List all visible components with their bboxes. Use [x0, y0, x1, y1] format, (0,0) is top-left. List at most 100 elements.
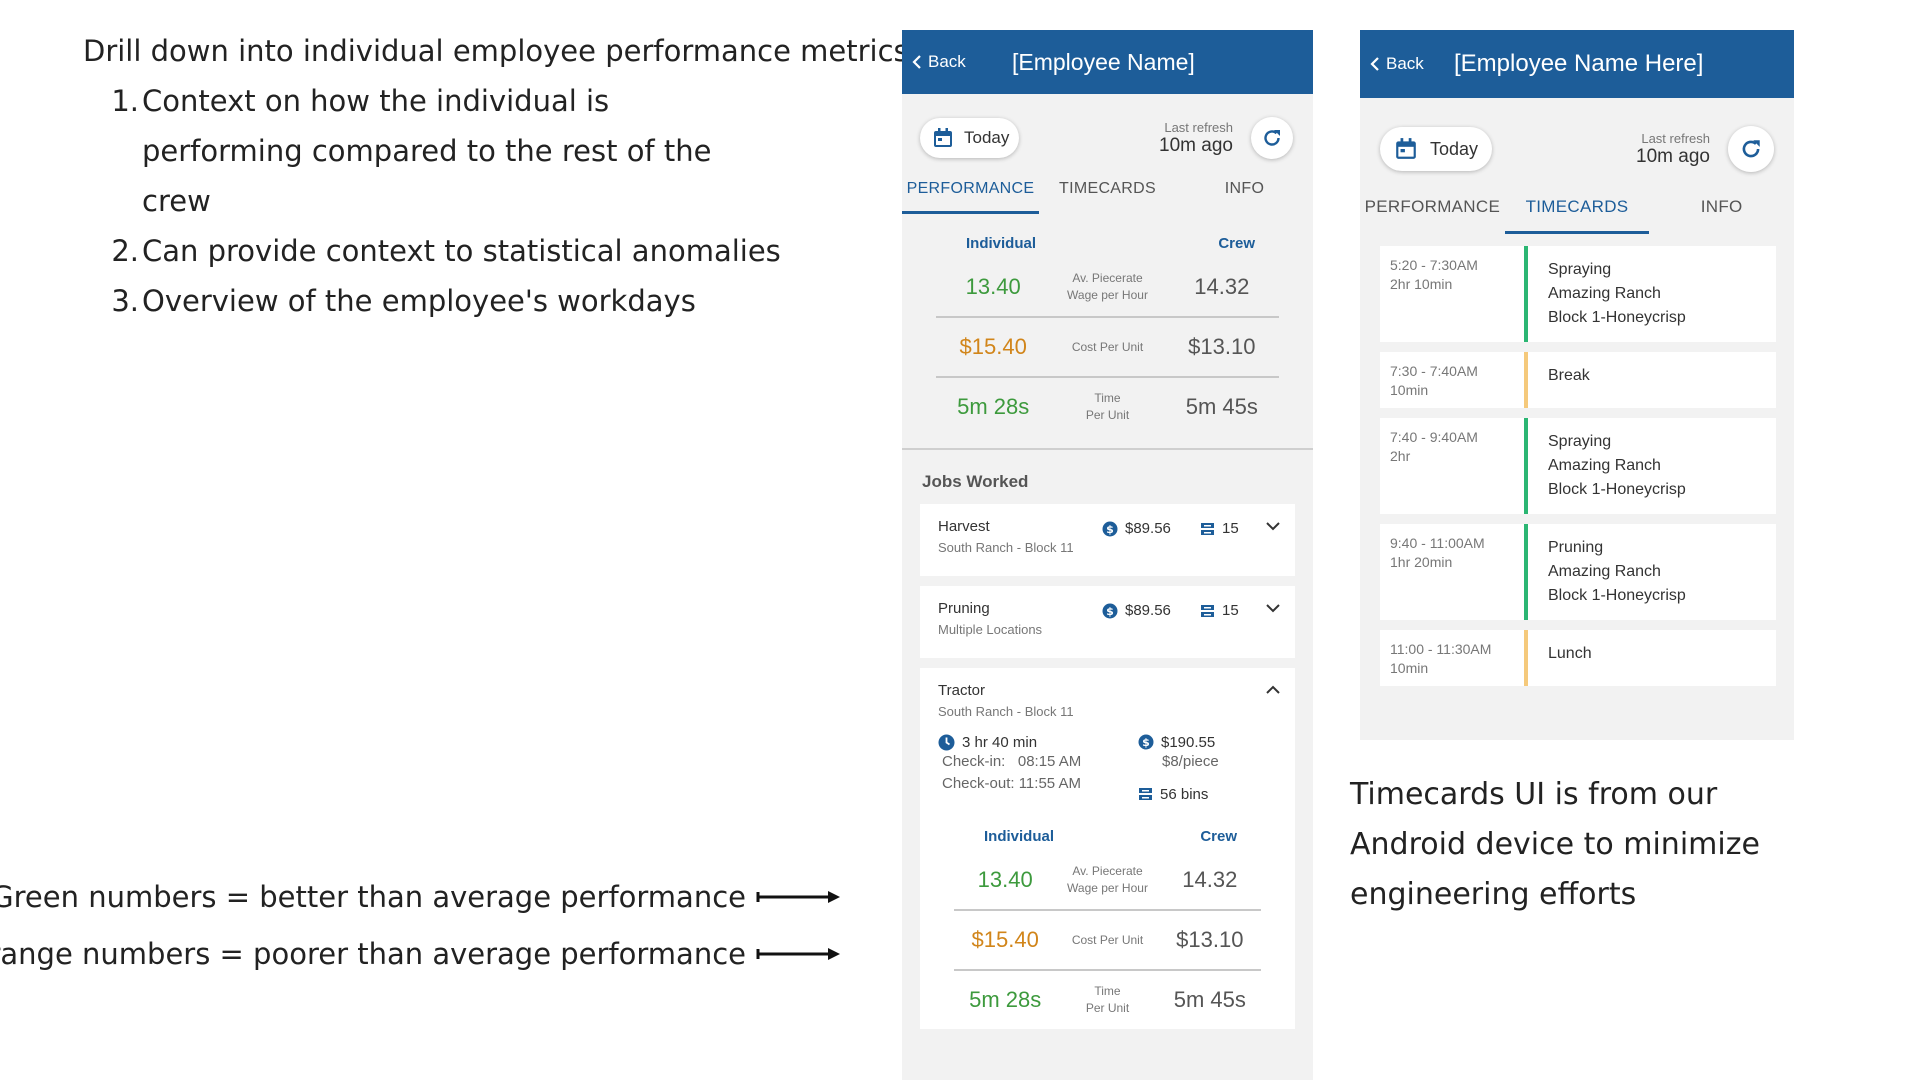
app-bar: Back [Employee Name] — [902, 30, 1313, 94]
timecard-entry[interactable]: 7:30 - 7:40AM 10min Break — [1380, 352, 1776, 408]
timecard-range: 5:20 - 7:30AM — [1390, 257, 1478, 273]
metric-label: Av. Piecerate Wage per Hour — [1056, 863, 1158, 897]
clock-icon — [938, 734, 955, 750]
tab-performance[interactable]: PERFORMANCE — [1364, 197, 1501, 216]
job-pay: $ $190.55 — [1138, 731, 1277, 753]
back-label: Back — [928, 52, 966, 71]
job-location: South Ranch - Block 11 — [938, 540, 1074, 555]
metric-label-line: Time — [1094, 984, 1121, 998]
timecard-ranch: Amazing Ranch — [1548, 457, 1661, 474]
metric-label-line: Time — [1094, 391, 1121, 405]
timecard-entry[interactable]: 9:40 - 11:00AM 1hr 20min Pruning Amazing R… — [1380, 524, 1776, 620]
timecard-range: 7:30 - 7:40AM — [1390, 363, 1478, 379]
timecard-activity: Spraying — [1548, 433, 1612, 450]
timecard-details: Spraying Amazing Ranch Block 1-Honeycrisp — [1528, 246, 1686, 342]
timecard-entry[interactable]: 7:40 - 9:40AM 2hr Spraying Amazing Ranch Bl… — [1380, 418, 1776, 514]
job-location: South Ranch - Block 11 — [938, 704, 1074, 719]
timecard-duration: 1hr 20min — [1390, 554, 1453, 570]
job-pay-value: $190.55 — [1161, 733, 1216, 751]
refresh-button[interactable] — [1728, 126, 1774, 172]
job-bins-value: 15 — [1222, 520, 1239, 537]
timecard-details: Pruning Amazing Ranch Block 1-Honeycrisp — [1528, 524, 1686, 620]
bin-icon — [1201, 604, 1214, 617]
check-in-time: Check-in: 08:15 AM — [942, 753, 1082, 770]
legend-green: Green numbers = better than average perf… — [0, 880, 842, 914]
job-pay: $ $89.56 — [1102, 602, 1171, 619]
job-card-pruning[interactable]: Pruning Multiple Locations $ $89.56 15 — [920, 586, 1295, 658]
date-filter-label: Today — [964, 128, 1010, 147]
legend-green-text: Green numbers = better than average perf… — [0, 880, 746, 914]
date-filter-chip[interactable]: Today — [1380, 127, 1493, 171]
job-duration-value: 3 hr 40 min — [962, 733, 1038, 751]
metric-label: Av. Piecerate Wage per Hour — [1050, 270, 1164, 304]
metric-row: 13.40 Av. Piecerate Wage per Hour 14.32 — [954, 851, 1261, 911]
svg-text:$: $ — [1106, 605, 1114, 618]
job-card-harvest[interactable]: Harvest South Ranch - Block 11 $ $89.56 … — [920, 504, 1295, 576]
refresh-button[interactable] — [1251, 117, 1293, 159]
metric-row: 5m 28s Time Per Unit 5m 45s — [936, 378, 1279, 436]
crew-value: $13.10 — [1188, 334, 1256, 359]
crew-header: Crew — [1218, 234, 1255, 252]
back-button[interactable]: Back — [912, 52, 1012, 72]
timecard-entry[interactable]: 5:20 - 7:30AM 2hr 10min Spraying Amazing R… — [1380, 246, 1776, 342]
individual-value: 13.40 — [977, 867, 1033, 892]
intro-point-text: Overview of the employee's workdays — [142, 284, 696, 318]
timecard-duration: 2hr — [1390, 448, 1411, 464]
chevron-down-icon[interactable] — [1265, 602, 1281, 614]
job-bins: 15 — [1200, 602, 1239, 619]
timecard-entry[interactable]: 11:00 - 11:30AM 10min Lunch — [1380, 630, 1776, 686]
date-refresh-bar: Today Last refresh 10m ago — [902, 94, 1313, 164]
refresh-label: Last refresh — [1164, 119, 1233, 135]
intro-point-number: 2. — [111, 234, 139, 268]
break-indicator — [1524, 352, 1528, 408]
timecard-ranch: Amazing Ranch — [1548, 563, 1661, 580]
chevron-down-icon[interactable] — [1265, 520, 1281, 532]
metric-row: $15.40 Cost Per Unit $13.10 — [954, 911, 1261, 971]
dollar-icon: $ — [1102, 521, 1118, 536]
timecard-list: 5:20 - 7:30AM 2hr 10min Spraying Amazing R… — [1360, 234, 1794, 686]
timecard-time: 7:40 - 9:40AM 2hr — [1380, 418, 1524, 514]
intro-title: Drill down into individual employee perf… — [83, 34, 909, 68]
tab-timecards[interactable]: TIMECARDS — [1504, 184, 1650, 234]
refresh-time: 10m ago — [1159, 134, 1233, 156]
refresh-info: Last refresh 10m ago — [1636, 131, 1710, 168]
individual-value: 5m 28s — [969, 987, 1042, 1012]
chevron-up-icon[interactable] — [1265, 684, 1281, 696]
tab-info[interactable]: INFO — [1700, 197, 1743, 216]
job-time-details: 3 hr 40 min Check-in: 08:15 AM Check-out… — [938, 731, 1138, 805]
date-filter-chip[interactable]: Today — [920, 118, 1020, 158]
work-indicator — [1524, 418, 1528, 514]
intro-list: 1. Context on how the individual is perf… — [83, 76, 909, 326]
job-pay-value: $89.56 — [1125, 602, 1171, 619]
metric-label: Time Per Unit — [1056, 983, 1158, 1017]
tab-timecards[interactable]: TIMECARDS — [1059, 180, 1156, 197]
metric-label-line: Wage per Hour — [1067, 881, 1148, 895]
svg-text:$: $ — [1106, 523, 1114, 536]
timecard-block: Block 1-Honeycrisp — [1548, 481, 1686, 498]
back-button[interactable]: Back — [1370, 54, 1454, 74]
arrow-right-icon — [756, 891, 840, 903]
job-card-tractor[interactable]: Tractor South Ranch - Block 11 3 hr 40 m… — [920, 668, 1295, 1029]
performance-screen: Back [Employee Name] Today Last refresh … — [902, 30, 1313, 1080]
crew-value: 5m 45s — [1185, 394, 1258, 419]
tab-info[interactable]: INFO — [1224, 180, 1265, 197]
timecard-time: 7:30 - 7:40AM 10min — [1380, 352, 1524, 408]
intro-point-number: 3. — [111, 284, 139, 318]
timecard-activity: Pruning — [1548, 539, 1604, 556]
job-name: Pruning — [938, 600, 990, 617]
job-pay: $ $89.56 — [1102, 520, 1171, 537]
tab-bar: PERFORMANCE TIMECARDS INFO — [902, 168, 1313, 214]
dollar-icon: $ — [1138, 734, 1154, 750]
timecard-duration: 10min — [1390, 382, 1429, 398]
metrics-header: Individual Crew — [936, 228, 1279, 258]
job-bins: 15 — [1200, 520, 1239, 537]
timecard-block: Block 1-Honeycrisp — [1548, 587, 1686, 604]
android-note: Timecards UI is from our Android device … — [1350, 777, 1760, 912]
employee-name-title: [Employee Name Here] — [1454, 50, 1704, 77]
tab-performance[interactable]: PERFORMANCE — [902, 168, 1039, 214]
metric-label-line: Cost Per Unit — [1071, 932, 1144, 947]
individual-value: $15.40 — [959, 334, 1027, 359]
metric-label-line: Per Unit — [1085, 1001, 1130, 1015]
intro-point-text: Can provide context to statistical anoma… — [142, 234, 781, 268]
crew-value: $13.10 — [1176, 927, 1244, 952]
